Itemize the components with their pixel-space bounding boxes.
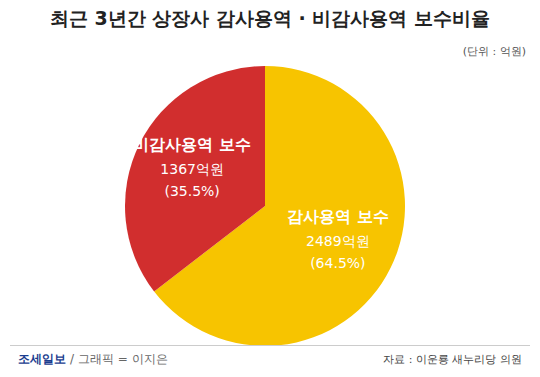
svg-text:비감사용역 보수1367억원(35.5%): 비감사용역 보수1367억원(35.5%) xyxy=(133,135,251,199)
html-text:최근 3년간 상장사 감사용역 · 비감사용역 보수비율: 최근 3년간 상장사 감사용역 · 비감사용역 보수비율 xyxy=(49,7,491,29)
html-text:(단위 : 억원): (단위 : 억원) xyxy=(462,45,526,58)
svg-text:감사용역 보수2489억원(64.5%): 감사용역 보수2489억원(64.5%) xyxy=(287,207,389,271)
html-text:조세일보 / 그래픽 = 이지은: 조세일보 / 그래픽 = 이지은 xyxy=(18,352,168,366)
html-text:자료 : 이운룡 새누리당 의원: 자료 : 이운룡 새누리당 의원 xyxy=(383,353,522,366)
